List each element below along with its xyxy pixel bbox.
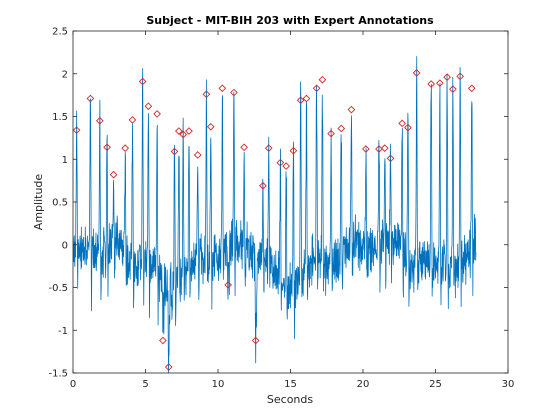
annotation-marker <box>443 73 451 82</box>
y-tick-label: -0.5 <box>48 283 68 294</box>
annotation-marker <box>251 336 260 345</box>
annotation-marker <box>103 143 111 152</box>
annotation-marker <box>72 126 81 135</box>
annotation-marker <box>202 90 211 99</box>
annotation-marker <box>436 79 444 87</box>
annotation-marker <box>362 145 370 153</box>
annotation-marker <box>153 110 161 118</box>
annotation-marker <box>282 162 290 170</box>
x-tick-label: 15 <box>284 379 297 390</box>
annotation-marker <box>224 281 232 289</box>
x-tick-label: 10 <box>212 379 225 390</box>
annotation-layer <box>72 69 476 371</box>
y-tick-label: 2 <box>62 69 68 80</box>
y-tick-label: 2.5 <box>52 27 68 38</box>
annotation-marker <box>206 122 215 131</box>
annotation-marker <box>193 151 202 159</box>
annotation-marker <box>159 336 167 345</box>
annotation-marker <box>404 123 412 132</box>
annotation-marker <box>296 96 305 105</box>
y-tick-label: 0 <box>62 240 68 251</box>
tick-layer: 0 5 10 15 20 25 30 -1.5 -1 -0.5 0 0.5 1 1.5 2 2.5 <box>48 27 514 391</box>
annotation-marker <box>398 119 406 128</box>
y-tick-label: 1 <box>62 155 68 166</box>
annotation-marker <box>276 158 285 167</box>
chart-title: Subject - MIT-BIH 203 with Expert Annota… <box>146 14 434 27</box>
x-tick-label: 5 <box>142 379 148 390</box>
annotation-marker <box>128 116 137 124</box>
y-tick-label: 0.5 <box>52 198 68 209</box>
annotation-marker <box>289 146 298 155</box>
annotation-marker <box>337 124 346 133</box>
x-tick-label: 0 <box>70 379 76 390</box>
annotation-marker <box>456 72 464 81</box>
annotation-marker <box>386 154 395 163</box>
annotation-marker <box>302 94 311 103</box>
annotation-marker <box>170 147 179 156</box>
annotation-marker <box>264 144 273 152</box>
x-tick-label: 30 <box>502 379 515 390</box>
annotation-marker <box>144 102 153 111</box>
y-tick-label: -1.5 <box>48 369 68 380</box>
annotation-marker <box>347 105 356 114</box>
annotation-marker <box>179 130 188 139</box>
annotation-marker <box>240 143 248 152</box>
annotation-marker <box>164 363 173 371</box>
annotation-marker <box>109 170 118 179</box>
annotation-marker <box>121 144 130 152</box>
signal-line <box>72 56 477 374</box>
annotation-marker <box>427 80 435 88</box>
annotation-marker <box>185 127 193 135</box>
signal-layer <box>72 56 477 374</box>
x-axis-label: Seconds <box>267 393 313 406</box>
annotation-marker <box>449 85 457 93</box>
annotation-marker <box>312 84 321 93</box>
annotation-marker <box>318 75 327 84</box>
x-tick-label: 20 <box>357 379 370 390</box>
y-axis-label: Amplitude <box>32 174 45 231</box>
x-tick-label: 25 <box>429 379 442 390</box>
annotation-marker <box>380 144 389 152</box>
plot-area <box>73 31 508 373</box>
annotation-marker <box>259 181 267 190</box>
annotation-marker <box>230 88 238 97</box>
annotation-marker <box>327 129 335 138</box>
annotation-marker <box>375 145 383 153</box>
annotation-marker <box>467 84 476 93</box>
annotation-marker <box>412 69 421 77</box>
y-tick-label: -1 <box>58 326 68 337</box>
annotation-marker <box>138 77 147 86</box>
annotation-marker <box>218 84 227 93</box>
annotation-marker <box>86 94 95 103</box>
annotation-marker <box>175 127 183 135</box>
annotation-marker <box>95 116 104 125</box>
y-tick-label: 1.5 <box>52 112 68 123</box>
